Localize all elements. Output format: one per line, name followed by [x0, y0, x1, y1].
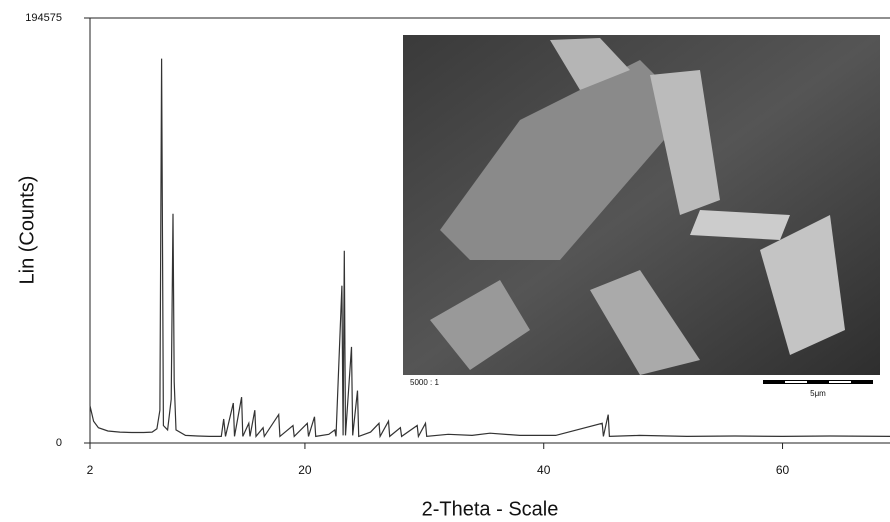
y-tick-label: 194575 [25, 12, 62, 24]
scale-bar-gap [785, 381, 807, 383]
sem-magnification: 5000 : 1 [410, 378, 439, 387]
x-tick-label: 2 [87, 463, 94, 477]
x-tick-label: 40 [537, 463, 551, 477]
x-axis-label: 2-Theta - Scale [422, 498, 559, 520]
chart: Lin (Counts) 2-Theta - Scale 5000 : 1 5μ… [0, 0, 890, 522]
scale-bar [763, 380, 873, 384]
crystal [690, 210, 790, 240]
y-axis-label: Lin (Counts) [16, 176, 38, 285]
x-tick-label: 60 [776, 463, 790, 477]
sem-caption-strip [403, 375, 880, 402]
scale-bar-gap [829, 381, 851, 383]
scale-bar-label: 5μm [810, 389, 826, 398]
x-tick-label: 20 [298, 463, 312, 477]
y-tick-label: 0 [56, 437, 62, 449]
sem-inset: 5000 : 1 5μm [403, 35, 880, 402]
